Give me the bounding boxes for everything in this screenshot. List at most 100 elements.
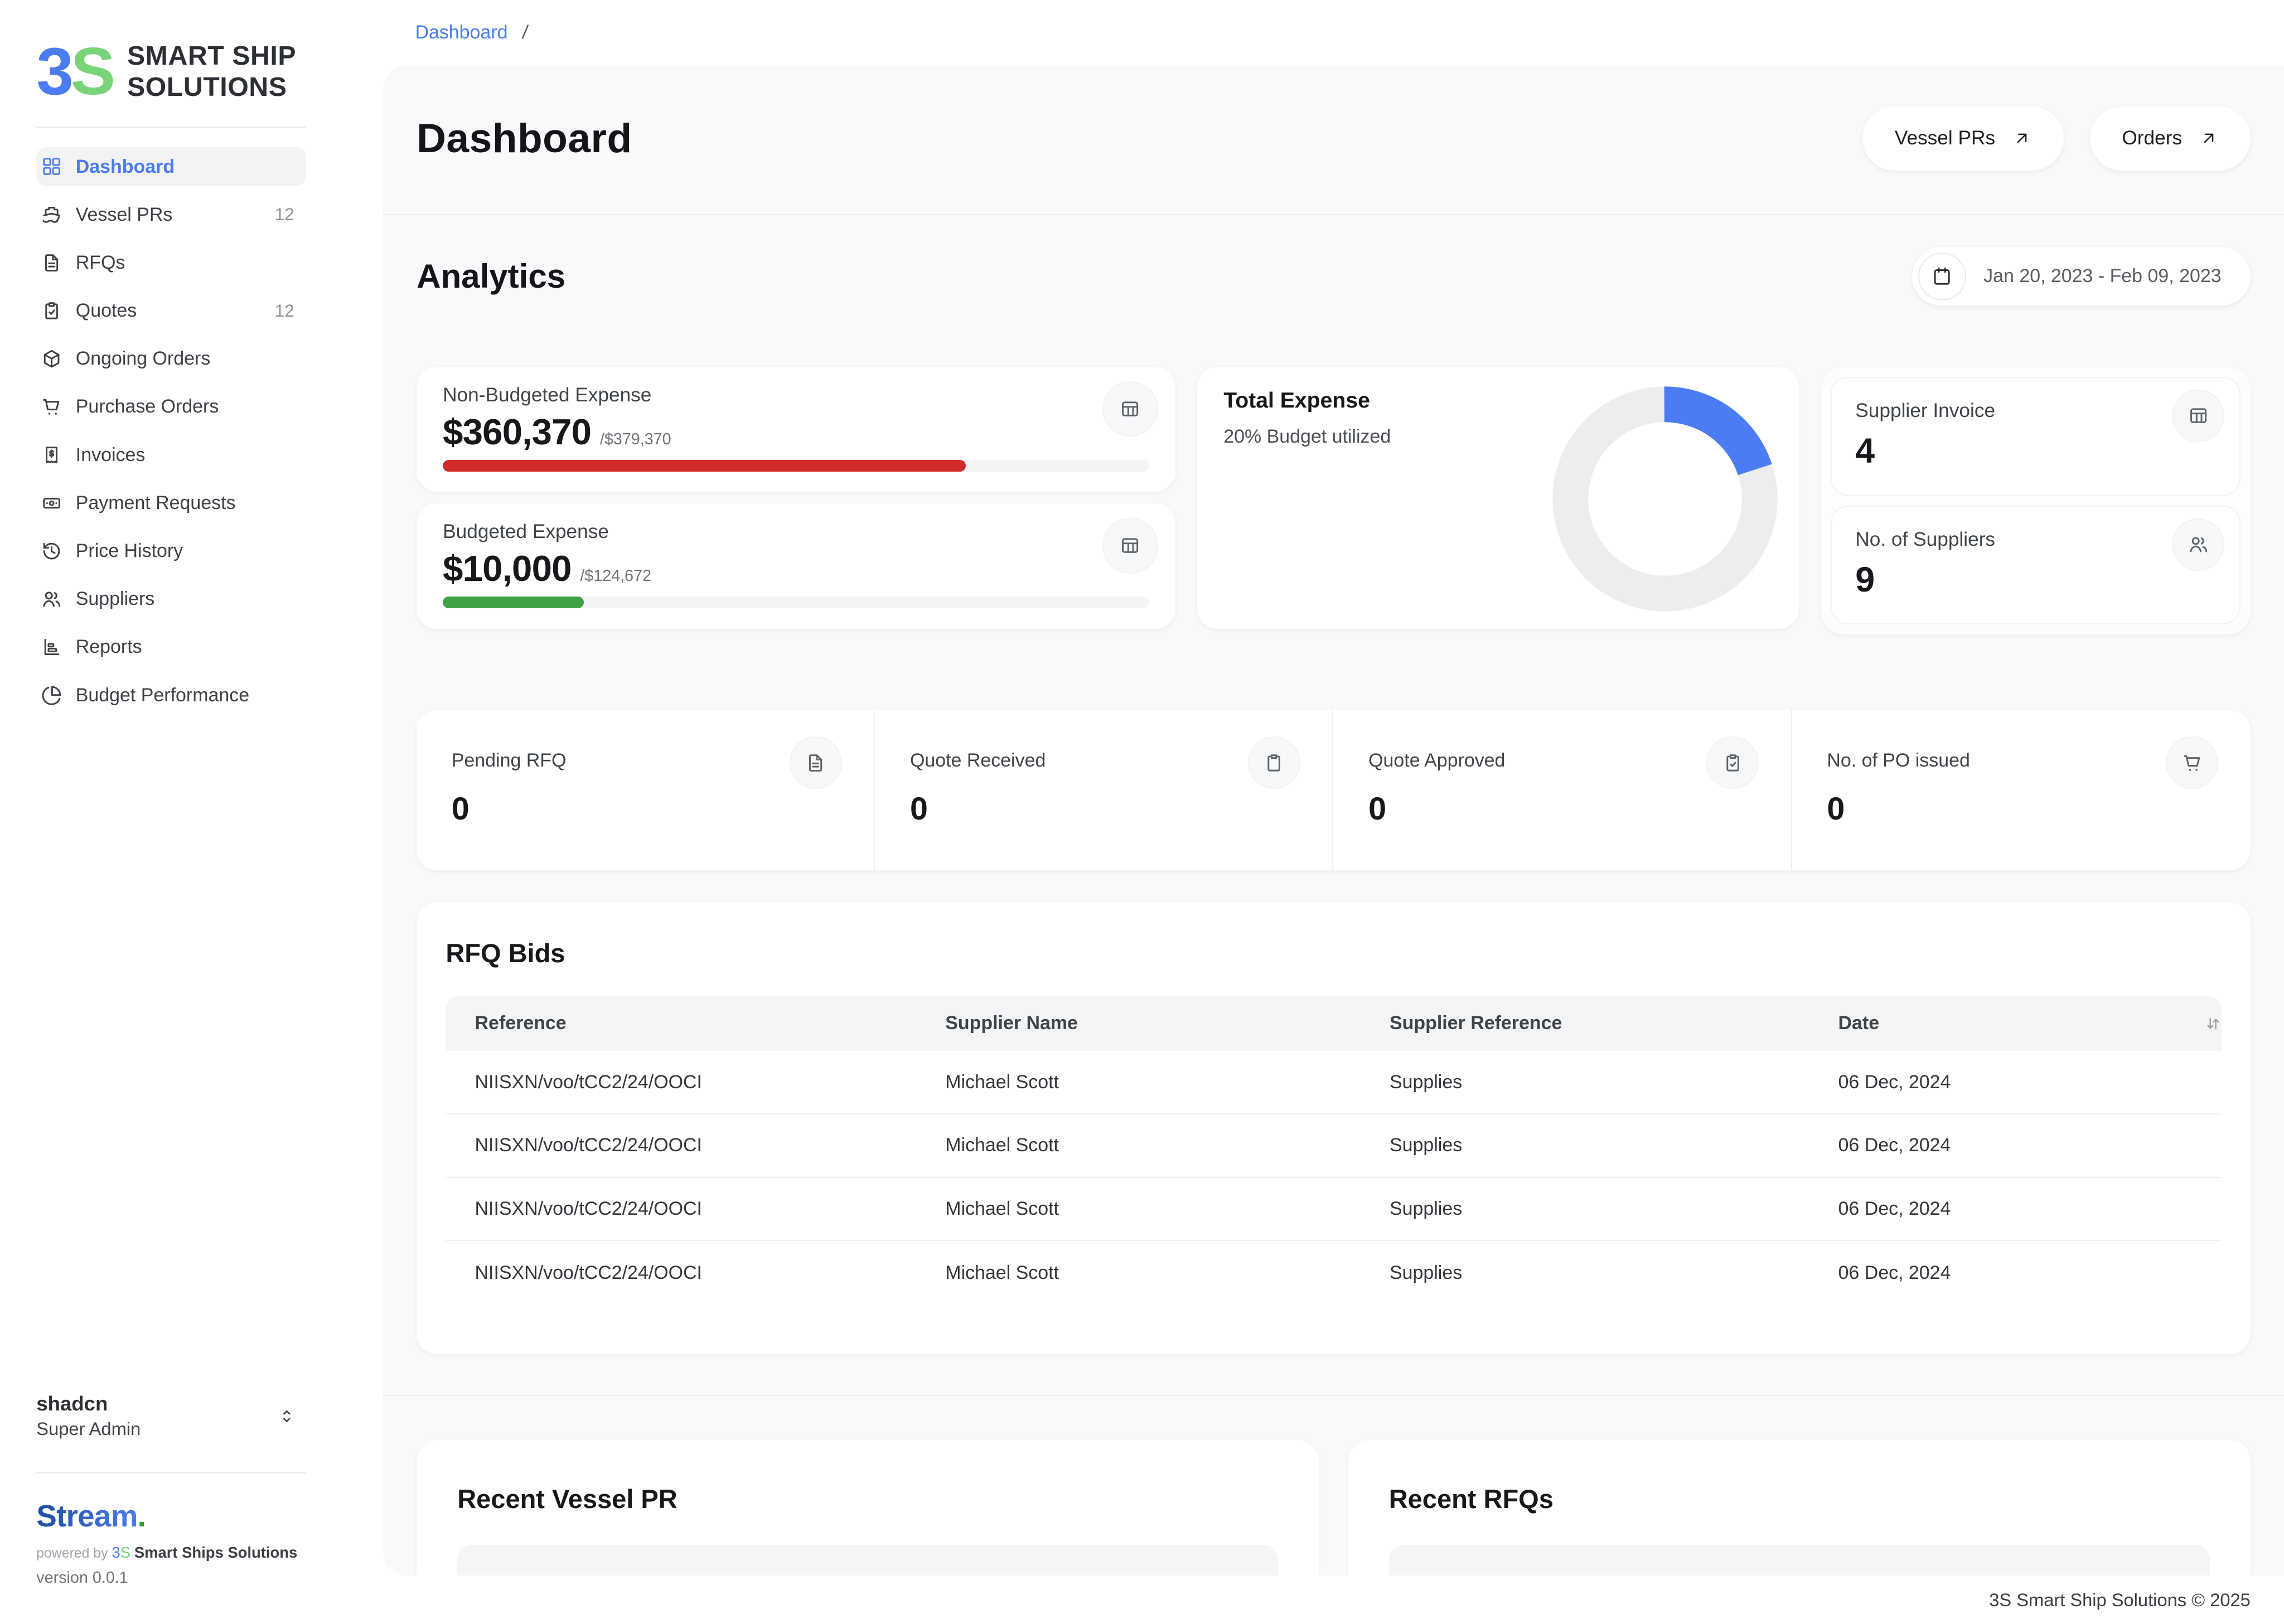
column-header-supplier-reference: Supplier Reference bbox=[1390, 1012, 1562, 1034]
file-text-icon bbox=[789, 736, 842, 789]
budgeted-limit: /$124,672 bbox=[580, 567, 652, 585]
stats-row: Pending RFQ 0 Quote Received 0 Quote App… bbox=[417, 710, 2251, 871]
sidebar-item-budget-performance[interactable]: Budget Performance bbox=[36, 676, 306, 715]
recent-vessel-pr-card: Recent Vessel PR bbox=[417, 1439, 1319, 1576]
dashboard-panel: Dashboard Vessel PRs Orders Analytics bbox=[383, 65, 2284, 1576]
clipboard-check-icon bbox=[1706, 736, 1759, 789]
recent-vessel-pr-title: Recent Vessel PR bbox=[457, 1484, 678, 1514]
sidebar-item-label: Reports bbox=[75, 636, 142, 658]
supplier-invoice-value: 4 bbox=[1855, 431, 1875, 471]
recent-rfqs-table-header bbox=[1388, 1544, 2210, 1576]
calendar-icon bbox=[1918, 252, 1966, 300]
total-expense-card: Total Expense 20% Budget utilized bbox=[1197, 366, 1799, 629]
banknote-icon bbox=[41, 492, 62, 514]
stream-logo: Stream. bbox=[36, 1498, 146, 1533]
shopping-cart-icon bbox=[2166, 736, 2219, 789]
sidebar-item-ongoing-orders[interactable]: Ongoing Orders bbox=[36, 340, 306, 379]
non-budgeted-limit: /$379,370 bbox=[599, 430, 671, 448]
sidebar-item-reports[interactable]: Reports bbox=[36, 628, 306, 667]
card-title: Supplier Invoice bbox=[1855, 400, 1996, 422]
column-header-reference: Reference bbox=[475, 1012, 567, 1034]
sidebar-item-vessel-prs[interactable]: Vessel PRs 12 bbox=[36, 195, 306, 235]
supplier-invoice-card: Supplier Invoice 4 bbox=[1831, 376, 2241, 496]
users-icon bbox=[41, 588, 62, 610]
budgeted-value: $10,000 bbox=[443, 548, 572, 589]
sidebar-item-label: RFQs bbox=[75, 251, 125, 273]
sidebar-item-price-history[interactable]: Price History bbox=[36, 531, 306, 571]
user-name: shadcn bbox=[36, 1392, 108, 1415]
table-row[interactable]: NIISXN/voo/tCC2/24/OOCI Michael Scott Supp… bbox=[475, 1262, 1951, 1283]
sidebar: 3S SMART SHIP SOLUTIONS Dashboard Vessel… bbox=[0, 0, 383, 1624]
table-icon[interactable] bbox=[1102, 518, 1158, 574]
user-role: Super Admin bbox=[36, 1418, 141, 1439]
main-area: Dashboard / Dashboard Vessel PRs Orders bbox=[383, 0, 2284, 1624]
sidebar-item-label: Quotes bbox=[75, 300, 137, 322]
breadcrumb-dashboard-link[interactable]: Dashboard bbox=[415, 22, 508, 43]
sidebar-item-label: Invoices bbox=[75, 444, 146, 466]
user-switcher[interactable]: shadcn Super Admin bbox=[36, 1392, 306, 1439]
recent-rfqs-card: Recent RFQs bbox=[1348, 1439, 2251, 1576]
table-icon[interactable] bbox=[2172, 389, 2225, 442]
history-clock-icon bbox=[41, 540, 62, 562]
table-row[interactable]: NIISXN/voo/tCC2/24/OOCI Michael Scott Supp… bbox=[446, 1051, 2222, 1115]
logo-3s-mark: 3S bbox=[36, 33, 115, 109]
column-header-date: Date bbox=[1838, 1012, 1880, 1034]
shopping-cart-icon bbox=[41, 396, 62, 418]
num-suppliers-card: No. of Suppliers 9 bbox=[1831, 506, 2241, 624]
stat-value: 0 bbox=[451, 791, 470, 827]
sidebar-item-label: Dashboard bbox=[75, 156, 175, 177]
budget-utilized-label: 20% Budget utilized bbox=[1223, 426, 1391, 448]
vessel-prs-button[interactable]: Vessel PRs bbox=[1862, 106, 2064, 171]
file-text-icon bbox=[41, 252, 62, 274]
stat-value: 0 bbox=[1827, 791, 1845, 827]
orders-button[interactable]: Orders bbox=[2089, 106, 2251, 171]
breadcrumb-separator: / bbox=[520, 22, 529, 43]
non-budgeted-progress bbox=[443, 459, 1150, 472]
table-row[interactable]: NIISXN/voo/tCC2/24/OOCI Michael Scott Supp… bbox=[446, 1178, 2222, 1242]
bar-chart-icon bbox=[41, 636, 62, 658]
users-icon[interactable] bbox=[2172, 518, 2225, 571]
rfq-bids-card: RFQ Bids Reference Supplier Name Supplie… bbox=[417, 902, 2251, 1354]
stat-label: Quote Approved bbox=[1368, 749, 1506, 771]
budgeted-progress bbox=[443, 597, 1150, 609]
date-range-picker[interactable]: Jan 20, 2023 - Feb 09, 2023 bbox=[1912, 247, 2251, 306]
breadcrumb: Dashboard / bbox=[383, 0, 2284, 66]
sidebar-item-suppliers[interactable]: Suppliers bbox=[36, 579, 306, 619]
sidebar-item-badge: 12 bbox=[274, 205, 294, 225]
page-footer: 3S Smart Ship Solutions © 2025 bbox=[383, 1575, 2284, 1624]
supplier-summary-card: Supplier Invoice 4 No. of Suppliers 9 bbox=[1821, 366, 2251, 635]
po-issued-stat: No. of PO issued 0 bbox=[1792, 710, 2251, 870]
sidebar-item-label: Payment Requests bbox=[75, 492, 236, 513]
receipt-icon bbox=[41, 444, 62, 466]
sort-icon[interactable] bbox=[2203, 1014, 2246, 1034]
sidebar-bottom-divider bbox=[36, 1471, 306, 1473]
stat-value: 0 bbox=[909, 791, 928, 827]
pie-chart-icon bbox=[41, 685, 62, 706]
panel-header: Dashboard Vessel PRs Orders bbox=[383, 66, 2284, 215]
quote-approved-stat: Quote Approved 0 bbox=[1333, 710, 1792, 871]
page-title: Dashboard bbox=[417, 115, 632, 161]
sidebar-divider bbox=[36, 127, 306, 128]
column-header-supplier-name: Supplier Name bbox=[945, 1012, 1078, 1034]
card-title: No. of Suppliers bbox=[1855, 529, 1996, 551]
sidebar-item-quotes[interactable]: Quotes 12 bbox=[36, 291, 306, 331]
table-row[interactable]: NIISXN/voo/tCC2/24/OOCI Michael Scott Supp… bbox=[446, 1114, 2222, 1178]
table-icon[interactable] bbox=[1102, 381, 1158, 437]
sidebar-item-invoices[interactable]: Invoices bbox=[36, 435, 306, 475]
powered-by-line: powered by 3S Smart Ships Solutions bbox=[36, 1544, 298, 1562]
ship-icon bbox=[41, 204, 62, 226]
non-budgeted-expense-card: Non-Budgeted Expense $360,370 /$379,370 bbox=[417, 366, 1176, 492]
card-title: Total Expense bbox=[1223, 388, 1370, 413]
sidebar-item-purchase-orders[interactable]: Purchase Orders bbox=[36, 387, 306, 427]
version-label: version 0.0.1 bbox=[36, 1569, 128, 1587]
stat-label: Pending RFQ bbox=[451, 749, 567, 771]
date-range-text: Jan 20, 2023 - Feb 09, 2023 bbox=[1983, 265, 2222, 287]
package-icon bbox=[41, 348, 62, 370]
sidebar-item-dashboard[interactable]: Dashboard bbox=[36, 147, 306, 187]
pending-rfq-stat: Pending RFQ 0 bbox=[417, 710, 875, 871]
sidebar-item-label: Ongoing Orders bbox=[75, 348, 211, 370]
table-header: Reference Supplier Name Supplier Referen… bbox=[446, 996, 2222, 1051]
sidebar-item-rfqs[interactable]: RFQs bbox=[36, 243, 306, 283]
sidebar-item-payment-requests[interactable]: Payment Requests bbox=[36, 483, 306, 523]
